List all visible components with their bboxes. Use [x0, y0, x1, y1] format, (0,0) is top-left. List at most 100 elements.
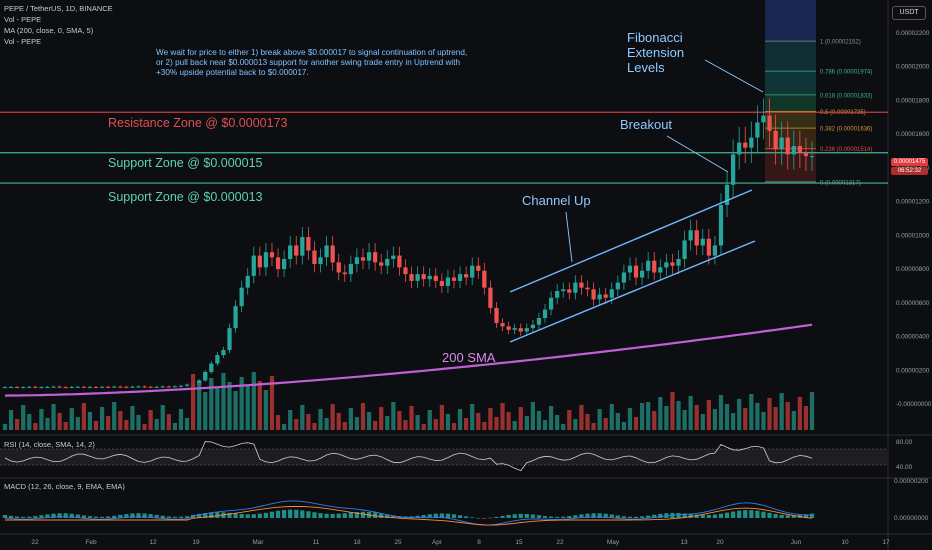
candle-body: [633, 265, 639, 278]
candle-body: [470, 265, 475, 278]
candle-body: [809, 156, 815, 158]
candle-body: [221, 350, 226, 356]
candle-body: [45, 386, 50, 388]
volume-bar: [427, 410, 432, 430]
price-tick-label: 0.00001200: [896, 199, 930, 206]
volume-bar: [658, 397, 663, 430]
volume-bar: [409, 406, 414, 430]
legend-vol2: Vol - PEPE: [4, 37, 42, 46]
volume-bar: [397, 411, 402, 430]
volume-bar: [646, 402, 651, 430]
macd-histogram-bar: [275, 510, 281, 518]
volume-bar: [724, 404, 730, 430]
volume-bar: [136, 415, 141, 430]
volume-bar: [33, 423, 38, 430]
time-tick-label: 19: [192, 539, 200, 546]
candle-body: [51, 386, 56, 388]
candle-body: [627, 265, 633, 273]
candle-body: [15, 386, 20, 388]
time-tick-label: 20: [716, 539, 724, 546]
macd-histogram-bar: [597, 513, 602, 518]
macd-histogram-bar: [257, 513, 262, 518]
volume-bar: [251, 372, 256, 430]
macd-histogram-bar: [542, 516, 548, 518]
candle-body: [749, 137, 754, 148]
macd-histogram-bar: [330, 513, 335, 518]
macd-histogram-bar: [482, 518, 487, 519]
price-badge-value: 0.00001475: [893, 159, 926, 165]
macd-histogram-bar: [518, 513, 523, 518]
time-tick-label: Feb: [85, 539, 97, 546]
time-tick-label: 22: [556, 539, 564, 546]
macd-histogram-bar: [627, 516, 633, 518]
macd-histogram-bar: [476, 517, 481, 519]
candle-body: [433, 275, 438, 281]
volume-bar: [227, 382, 232, 430]
fib-level-label: 1 (0.00002152): [820, 40, 861, 46]
candle-body: [409, 274, 414, 281]
macd-histogram-bar: [646, 515, 651, 518]
volume-bar: [306, 414, 311, 430]
candle-body: [112, 386, 117, 388]
volume-bar: [57, 413, 62, 430]
candle-body: [609, 289, 614, 298]
candle-body: [215, 355, 220, 364]
macd-histogram-bar: [348, 512, 353, 518]
macd-histogram-bar: [21, 516, 26, 518]
candle-body: [257, 255, 262, 268]
candle-body: [269, 252, 275, 258]
candle-body: [281, 258, 287, 270]
candle-body: [118, 386, 123, 388]
volume-bar: [700, 414, 705, 430]
macd-histogram-bar: [536, 515, 542, 518]
candle-body: [682, 240, 687, 259]
candle-body: [348, 264, 353, 275]
fib-annotation: Fibonacci Extension Levels: [627, 30, 685, 75]
candle-body: [700, 238, 705, 246]
macd-histogram-bar: [233, 513, 238, 518]
macd-histogram-bar: [761, 511, 766, 518]
time-tick-label: Apr: [432, 539, 443, 546]
volume-bar: [112, 402, 117, 430]
volume-bar: [585, 414, 590, 430]
candle-body: [93, 386, 99, 388]
volume-bar: [342, 422, 347, 430]
macd-histogram-bar: [512, 514, 517, 518]
volume-bar: [21, 405, 26, 430]
volume-bar: [457, 409, 463, 430]
volume-bar: [439, 405, 444, 430]
macd-histogram-bar: [166, 516, 171, 518]
macd-histogram-bar: [215, 512, 220, 518]
breakout-arrow: [666, 135, 729, 173]
macd-histogram-bar: [93, 516, 99, 518]
volume-bar: [664, 406, 669, 430]
macd-histogram-bar: [743, 510, 748, 518]
candle-body: [561, 289, 566, 292]
macd-histogram-bar: [184, 516, 190, 518]
volume-bar: [160, 405, 165, 430]
sma200-line: [4, 323, 813, 397]
volume-bar: [761, 412, 766, 430]
volume-bar: [512, 421, 517, 430]
macd-histogram-bar: [779, 514, 784, 518]
volume-bar: [275, 415, 281, 430]
macd-histogram-bar: [69, 513, 74, 518]
candle-body: [124, 386, 129, 388]
volume-bar: [172, 423, 178, 430]
legend-ma: MA (200, close, 0, SMA, 5): [4, 26, 94, 35]
candle-body: [694, 230, 699, 246]
volume-bar: [779, 393, 784, 430]
macd-histogram-bar: [124, 514, 129, 518]
price-tick-label: 0.00000600: [896, 300, 930, 307]
currency-button[interactable]: USDT: [892, 6, 926, 20]
macd-tick-zero: 0.00000000: [894, 515, 929, 522]
macd-histogram-bar: [700, 515, 705, 518]
volume-bar: [124, 420, 129, 430]
candle-body: [245, 275, 250, 288]
candle-body: [488, 287, 493, 308]
volume-bar: [148, 410, 153, 430]
candle-body: [184, 384, 190, 386]
macd-histogram-bar: [281, 509, 287, 518]
macd-histogram-bar: [324, 513, 329, 518]
